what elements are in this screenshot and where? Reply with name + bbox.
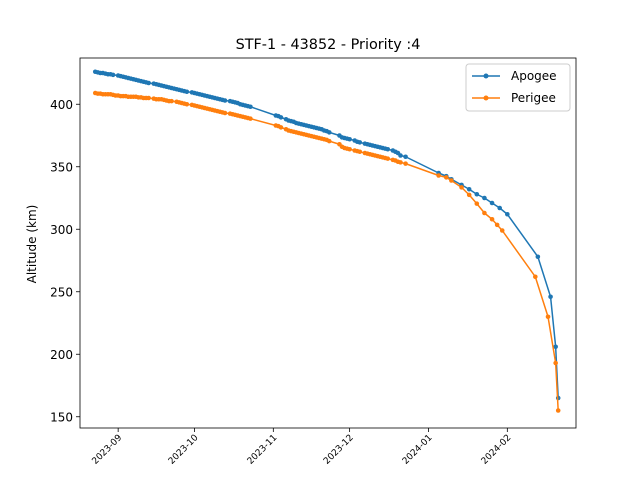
apogee-point (466, 186, 472, 192)
perigee-point (278, 125, 284, 130)
apogee-point (497, 205, 502, 211)
apogee-point (184, 89, 190, 95)
perigee-point (326, 138, 332, 144)
perigee-point (553, 360, 558, 366)
perigee-point (357, 149, 363, 155)
perigee-point (482, 210, 487, 216)
series-perigee (92, 90, 561, 413)
series-layer (92, 69, 561, 413)
apogee-point (482, 195, 487, 201)
y-tick-label: 150 (50, 410, 73, 424)
apogee-point (548, 294, 553, 300)
perigee-point (533, 274, 538, 280)
perigee-point (466, 192, 472, 198)
y-tick-label: 350 (50, 160, 73, 174)
perigee-point (184, 101, 190, 107)
y-tick-label: 400 (50, 98, 73, 112)
apogee-point (222, 98, 228, 103)
perigee-point (555, 408, 561, 413)
apogee-point (474, 191, 480, 197)
legend-apogee-label: Apogee (511, 69, 557, 83)
perigee-point (403, 161, 408, 166)
apogee-point (110, 72, 116, 78)
perigee-point (459, 185, 464, 190)
perigee-point (494, 222, 500, 228)
perigee-point (499, 228, 505, 233)
perigee-point (169, 98, 174, 104)
perigee-point (449, 178, 454, 183)
apogee-point (398, 153, 403, 158)
apogee-point (403, 154, 408, 160)
perigee-point (248, 116, 253, 121)
apogee-point (248, 104, 253, 110)
apogee-point (489, 200, 495, 206)
perigee-point (436, 173, 441, 178)
apogee-point (553, 344, 558, 350)
perigee-point (489, 216, 495, 222)
y-axis-ticks: 150 200 250 300 350 400 (50, 98, 80, 424)
apogee-point (326, 130, 332, 135)
perigee-point (347, 146, 352, 152)
apogee-point (146, 80, 151, 86)
apogee-point (535, 254, 541, 260)
perigee-point (146, 95, 151, 101)
apogee-point (278, 115, 284, 120)
apogee-point (385, 146, 391, 152)
y-tick-label: 250 (50, 285, 73, 299)
perigee-point (222, 110, 228, 116)
y-tick-label: 200 (50, 348, 73, 362)
chart-legend: Apogee Perigee (465, 63, 571, 112)
plot-frame (79, 57, 577, 429)
perigee-point (385, 156, 391, 161)
chart-title: STF-1 - 43852 - Priority :4 (236, 37, 421, 53)
perigee-point (443, 175, 449, 180)
perigee-point (474, 201, 480, 206)
legend-perigee-label: Perigee (511, 91, 556, 105)
apogee-point (347, 136, 352, 142)
apogee-point (505, 211, 510, 217)
y-tick-label: 300 (50, 223, 73, 237)
legend-perigee-marker (483, 95, 489, 101)
y-axis-label: Altitude (km) (25, 205, 39, 284)
apogee-point (357, 140, 363, 145)
perigee-point (398, 160, 403, 165)
perigee-point (545, 314, 551, 320)
legend-apogee-marker (483, 73, 489, 79)
